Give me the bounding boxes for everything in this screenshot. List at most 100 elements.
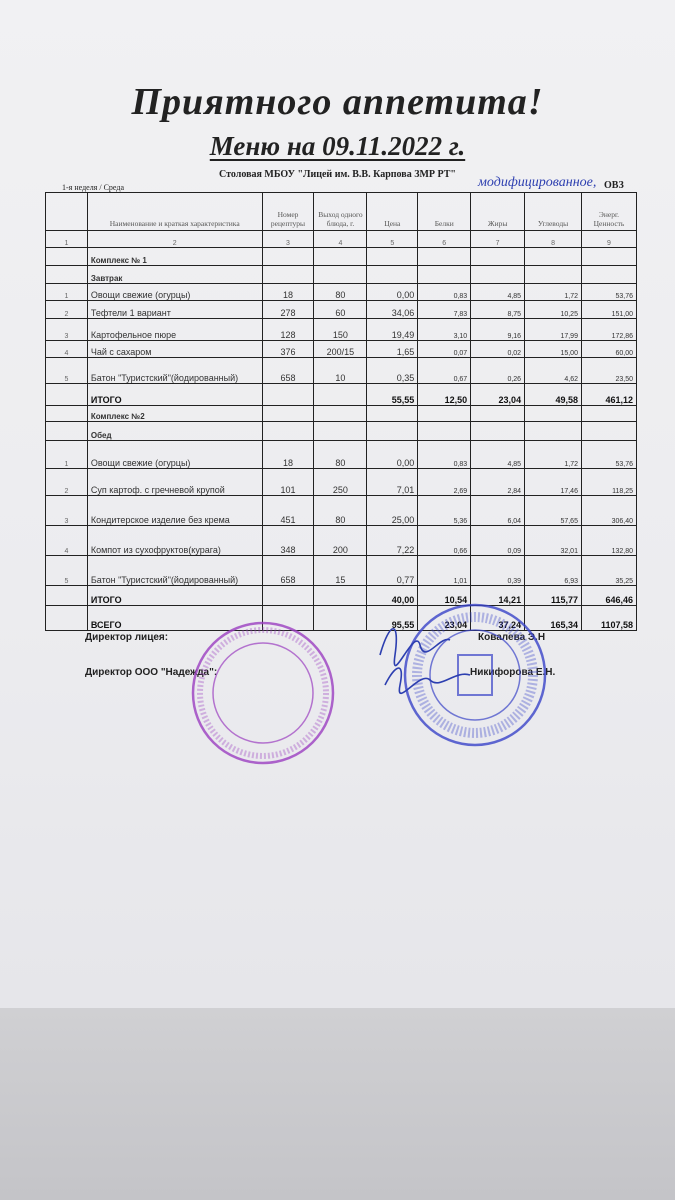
row-number: 2 [45, 468, 88, 496]
cell-price [366, 421, 419, 441]
menu-date: Меню на 09.11.2022 г. [209, 131, 466, 161]
cell-protein [417, 405, 472, 422]
cell-fat [470, 421, 526, 441]
row-number [45, 585, 88, 606]
cell-protein: 3,10 [417, 318, 472, 341]
table-row: 2 Тефтели 1 вариант 278 60 34,06 7,83 8,75 10,2… [45, 300, 638, 319]
table-row: 2 Суп картоф. с гречневой крупой 101 250 7,0… [45, 468, 638, 496]
cell-carbs: 17,99 [524, 318, 582, 341]
cell-carbs: 57,65 [524, 495, 582, 526]
table-row: 4 Компот из сухофруктов(курага) 348 200 7,22… [45, 525, 638, 556]
cell-recipe: 278 [261, 300, 315, 319]
cell-energy [580, 421, 638, 441]
cell-recipe: 451 [261, 495, 315, 526]
section-row: Комплекс №2 [45, 405, 638, 422]
row-name: ИТОГО [86, 585, 263, 606]
cell-yield [313, 421, 368, 441]
cell-recipe: 18 [261, 283, 315, 301]
director-lyceum-label: Директор лицея: [85, 632, 169, 643]
section-row: Обед [45, 421, 638, 441]
cell-recipe [261, 605, 315, 631]
cell-carbs: 1,72 [524, 283, 582, 301]
column-header: Жиры [470, 192, 526, 231]
cell-recipe [261, 405, 315, 422]
cell-fat: 8,75 [470, 300, 526, 319]
row-number: 4 [45, 340, 88, 358]
cell-yield: 80 [313, 495, 368, 526]
column-header: Номер рецептуры [261, 192, 315, 231]
cell-energy: 306,40 [580, 495, 638, 526]
column-number: 5 [366, 230, 419, 248]
cell-fat: 2,84 [470, 468, 526, 496]
row-name: Тефтели 1 вариант [86, 300, 263, 319]
cell-carbs [524, 421, 582, 441]
row-number [45, 383, 88, 406]
row-name: Картофельное пюре [86, 318, 263, 341]
cell-recipe: 101 [261, 468, 315, 496]
cell-energy: 53,76 [580, 283, 638, 301]
cell-fat: 4,85 [470, 440, 526, 469]
cell-protein: 2,69 [417, 468, 472, 496]
cell-protein [417, 421, 472, 441]
row-number: 5 [45, 357, 88, 384]
row-name: Комплекс №2 [86, 405, 263, 422]
column-number: 9 [580, 230, 638, 248]
cell-protein: 1,01 [417, 555, 472, 586]
row-number: 1 [45, 283, 88, 301]
cell-energy: 132,80 [580, 525, 638, 556]
column-number: 3 [261, 230, 315, 248]
column-header: Энерг. Ценность [580, 192, 638, 231]
handwritten-note: модифицированное, [478, 175, 597, 190]
table-row: 3 Кондитерское изделие без крема 451 80 25,0… [45, 495, 638, 526]
cell-yield: 200/15 [313, 340, 368, 358]
row-number: 4 [45, 525, 88, 556]
week-day: 1-я неделя / Среда [62, 183, 124, 192]
cell-yield: 80 [313, 283, 368, 301]
cell-recipe: 18 [261, 440, 315, 469]
row-name: ИТОГО [86, 383, 263, 406]
row-number [45, 421, 88, 441]
cell-energy: 35,25 [580, 555, 638, 586]
cell-price: 95,55 [366, 605, 419, 631]
cell-protein [417, 247, 472, 266]
row-number: 2 [45, 300, 88, 319]
table-row: 5 Батон "Туристский"(йодированный) 658 10 0,… [45, 357, 638, 384]
column-header: Углеводы [524, 192, 582, 231]
cell-yield [313, 405, 368, 422]
cell-carbs: 32,01 [524, 525, 582, 556]
column-number: 8 [524, 230, 582, 248]
row-number: 3 [45, 495, 88, 526]
cell-recipe [261, 265, 315, 284]
cell-protein: 0,83 [417, 283, 472, 301]
table-row: 5 Батон "Туристский"(йодированный) 658 15 0,… [45, 555, 638, 586]
purple-stamp [191, 621, 335, 765]
cell-fat: 0,39 [470, 555, 526, 586]
row-name: Кондитерское изделие без крема [86, 495, 263, 526]
cell-protein [417, 265, 472, 284]
row-name: ВСЕГО [86, 605, 263, 631]
cell-protein: 0,66 [417, 525, 472, 556]
section-row: Комплекс № 1 [45, 247, 638, 266]
cell-fat: 0,09 [470, 525, 526, 556]
cell-yield: 80 [313, 440, 368, 469]
row-name: Комплекс № 1 [86, 247, 263, 266]
row-number: 5 [45, 555, 88, 586]
cell-carbs: 49,58 [524, 383, 582, 406]
column-header: Выход одного блюда, г. [313, 192, 368, 231]
cell-energy: 461,12 [580, 383, 638, 406]
cell-fat: 6,04 [470, 495, 526, 526]
row-name: Завтрак [86, 265, 263, 284]
director-lyceum-name: Ковалева Э.Н [478, 632, 546, 643]
row-name: Овощи свежие (огурцы) [86, 440, 263, 469]
table-row: 4 Чай с сахаром 376 200/15 1,65 0,07 0,02 15,00… [45, 340, 638, 358]
cell-carbs: 1,72 [524, 440, 582, 469]
cell-carbs: 15,00 [524, 340, 582, 358]
cell-carbs: 4,62 [524, 357, 582, 384]
cell-recipe [261, 585, 315, 606]
cell-yield: 150 [313, 318, 368, 341]
table-row: 1 Овощи свежие (огурцы) 18 80 0,00 0,83 4,85 1,… [45, 440, 638, 469]
cell-carbs: 17,46 [524, 468, 582, 496]
row-name: Чай с сахаром [86, 340, 263, 358]
cell-price: 0,35 [366, 357, 419, 384]
